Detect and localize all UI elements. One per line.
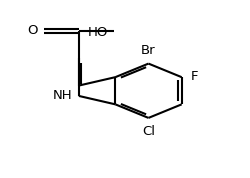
Text: NH: NH <box>53 89 73 103</box>
Text: F: F <box>190 70 198 83</box>
Text: HO: HO <box>88 26 108 39</box>
Text: O: O <box>27 24 38 37</box>
Text: Cl: Cl <box>142 125 155 138</box>
Text: Br: Br <box>141 44 156 57</box>
